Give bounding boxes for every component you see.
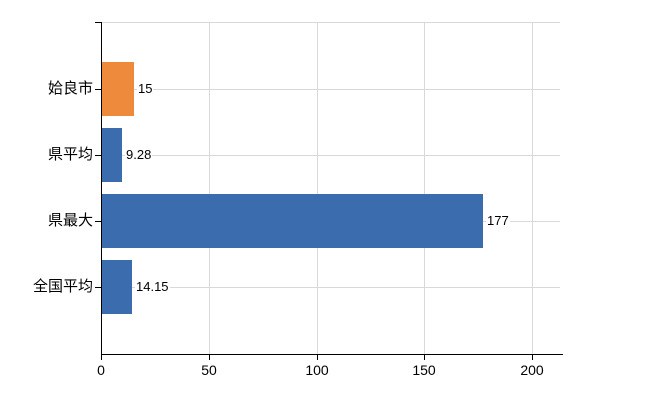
category-label: 県平均 xyxy=(47,146,93,163)
bar-県平均 xyxy=(102,128,122,182)
horizontal-gridline xyxy=(101,155,560,156)
bar-全国平均 xyxy=(102,260,132,314)
vertical-gridline xyxy=(209,22,210,354)
x-axis-tick-label: 100 xyxy=(305,362,329,378)
x-axis-line xyxy=(101,354,563,355)
x-axis-tick-label: 150 xyxy=(412,362,436,378)
value-label: 177 xyxy=(486,213,510,229)
y-axis-tick xyxy=(95,221,101,222)
x-axis-tick xyxy=(424,354,425,360)
x-axis-tick xyxy=(317,354,318,360)
horizontal-gridline xyxy=(101,89,560,90)
y-axis-tick xyxy=(95,287,101,288)
vertical-gridline xyxy=(532,22,533,354)
x-axis-tick-label: 200 xyxy=(520,362,544,378)
x-axis-tick xyxy=(209,354,210,360)
x-axis-tick-label: 0 xyxy=(97,362,105,378)
bar-県最大 xyxy=(102,194,483,248)
x-axis-tick xyxy=(101,354,102,360)
x-axis-tick xyxy=(532,354,533,360)
category-label: 姶良市 xyxy=(47,80,93,97)
x-axis-tick-label: 50 xyxy=(201,362,217,378)
horizontal-gridline xyxy=(101,287,560,288)
category-label: 県最大 xyxy=(47,212,93,229)
vertical-gridline xyxy=(317,22,318,354)
y-axis-tick xyxy=(95,155,101,156)
vertical-gridline xyxy=(424,22,425,354)
value-label: 9.28 xyxy=(125,147,153,163)
bar-姶良市 xyxy=(102,62,134,116)
category-label: 全国平均 xyxy=(32,278,93,295)
value-label: 14.15 xyxy=(135,279,170,295)
plot-top-border xyxy=(101,22,560,23)
y-axis-tick xyxy=(95,89,101,90)
y-axis-top-tick xyxy=(95,22,101,23)
value-label: 15 xyxy=(137,81,154,97)
y-axis-line xyxy=(101,22,102,354)
